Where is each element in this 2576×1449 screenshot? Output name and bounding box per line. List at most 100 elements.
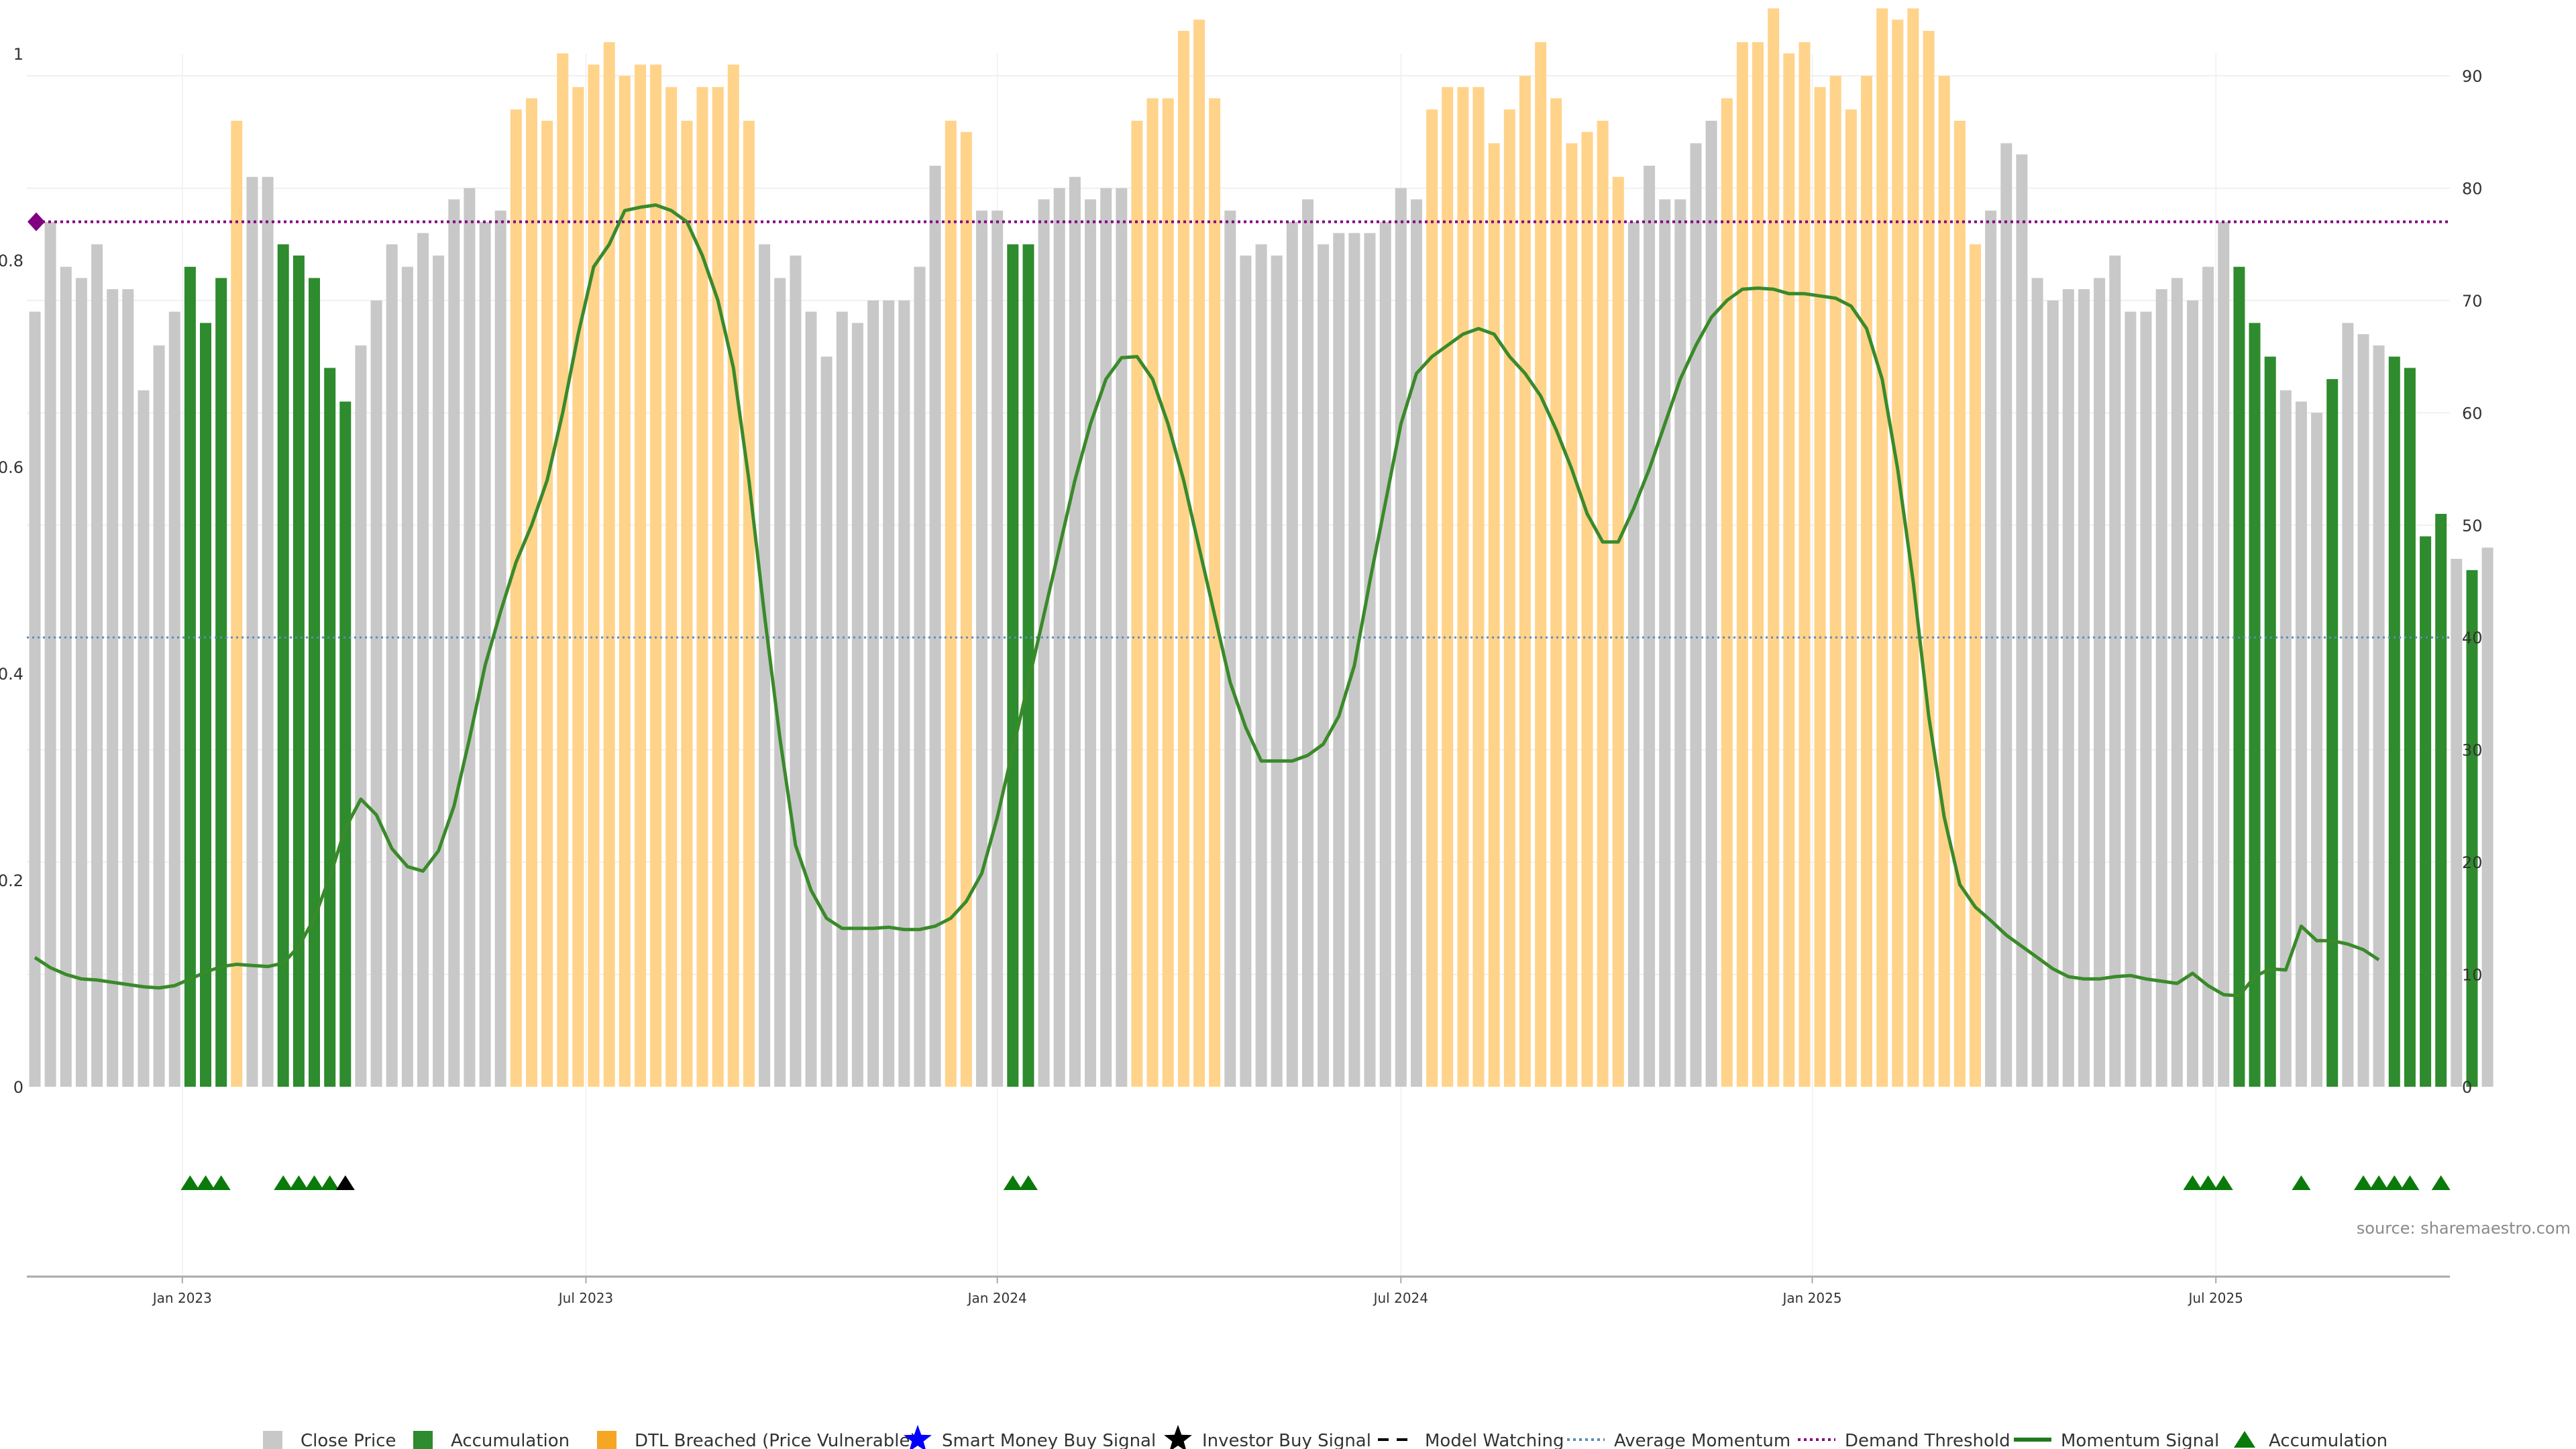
- bar-green-11: [200, 323, 211, 1087]
- reference-lines: [27, 212, 2450, 639]
- bar-orange-31: [510, 109, 522, 1087]
- bar-gray-56: [898, 300, 910, 1087]
- bar-gray-87: [1379, 221, 1391, 1087]
- left-tick-label: 0: [13, 1078, 23, 1097]
- bar-green-17: [292, 255, 305, 1087]
- bar-gray-52: [836, 311, 848, 1087]
- investor-marker-7: [335, 1175, 355, 1190]
- legend-label-close_price: Close Price: [301, 1431, 396, 1449]
- x-tick-label: Jul 2025: [2187, 1290, 2243, 1306]
- bar-gray-62: [991, 210, 1004, 1087]
- bar-orange-13: [231, 121, 243, 1087]
- bar-orange-119: [1876, 8, 1888, 1087]
- accumulation-marker-3: [274, 1175, 293, 1190]
- bar-gray-135: [2125, 311, 2137, 1087]
- left-tick-label: 0.4: [0, 665, 23, 684]
- x-tick-label: Jan 2025: [1781, 1290, 1841, 1306]
- bar-gray-24: [401, 266, 413, 1087]
- left-tick-label: 1: [13, 45, 23, 64]
- bar-orange-59: [945, 121, 957, 1087]
- bar-orange-45: [727, 64, 739, 1087]
- right-tick-label: 20: [2462, 853, 2483, 872]
- bar-orange-40: [650, 64, 662, 1087]
- bar-orange-42: [681, 121, 693, 1087]
- left-tick-label: 0.8: [0, 252, 23, 270]
- bar-gray-14: [246, 176, 258, 1087]
- bar-green-16: [277, 244, 289, 1087]
- right-tick-label: 40: [2462, 629, 2483, 647]
- accumulation-marker-9: [1018, 1175, 1038, 1190]
- bar-gray-51: [820, 356, 833, 1087]
- bar-gray-30: [494, 210, 506, 1087]
- bar-orange-73: [1162, 98, 1174, 1087]
- accumulation-marker-14: [2354, 1175, 2373, 1190]
- bar-orange-33: [541, 121, 553, 1087]
- bar-gray-50: [805, 311, 817, 1087]
- bar-gray-47: [759, 244, 771, 1087]
- bar-orange-92: [1457, 87, 1469, 1087]
- bar-green-63: [1007, 244, 1019, 1087]
- bar-green-154: [2420, 536, 2432, 1087]
- bar-gray-15: [262, 176, 274, 1087]
- bar-gray-1: [44, 221, 56, 1087]
- legend-label-momentum_signal: Momentum Signal: [2061, 1431, 2219, 1449]
- bar-gray-3: [75, 278, 87, 1087]
- bar-orange-112: [1768, 8, 1780, 1087]
- bar-gray-6: [122, 289, 134, 1087]
- bar-gray-86: [1364, 233, 1376, 1087]
- bar-gray-48: [774, 278, 786, 1087]
- bar-orange-74: [1177, 31, 1189, 1087]
- price-bars: [29, 8, 2493, 1087]
- bar-gray-105: [1659, 199, 1671, 1087]
- bar-gray-108: [1705, 121, 1717, 1087]
- accumulation-marker-15: [2369, 1175, 2389, 1190]
- bar-gray-138: [2171, 278, 2183, 1087]
- accumulation-marker-16: [2385, 1175, 2404, 1190]
- bar-gray-57: [914, 266, 926, 1087]
- bar-orange-90: [1426, 109, 1438, 1087]
- bar-green-144: [2264, 356, 2276, 1087]
- bar-orange-99: [1566, 143, 1578, 1087]
- bar-orange-121: [1907, 8, 1919, 1087]
- bar-gray-89: [1411, 199, 1422, 1087]
- bar-green-20: [339, 401, 352, 1087]
- bar-gray-49: [790, 255, 802, 1087]
- bar-green-153: [2404, 368, 2416, 1087]
- accumulation-marker-2: [211, 1175, 231, 1190]
- bar-orange-34: [557, 53, 569, 1087]
- bar-orange-124: [1953, 121, 1966, 1087]
- bar-gray-149: [2342, 323, 2354, 1087]
- accumulation-marker-13: [2292, 1175, 2311, 1190]
- bar-gray-139: [2187, 300, 2198, 1087]
- right-tick-label: 80: [2462, 179, 2483, 198]
- bar-gray-128: [2016, 154, 2028, 1087]
- bar-orange-101: [1597, 121, 1609, 1087]
- accumulation-marker-11: [2198, 1175, 2218, 1190]
- bar-gray-54: [867, 300, 879, 1087]
- bar-gray-77: [1224, 210, 1236, 1087]
- accumulation-marker-1: [196, 1175, 215, 1190]
- bar-gray-55: [883, 300, 895, 1087]
- legend-swatch-close-price: [263, 1431, 282, 1449]
- bar-gray-58: [929, 166, 941, 1087]
- bar-gray-84: [1333, 233, 1345, 1087]
- bar-gray-104: [1644, 166, 1656, 1087]
- bar-gray-29: [479, 221, 491, 1087]
- bar-gray-137: [2155, 289, 2167, 1087]
- bar-gray-53: [851, 323, 863, 1087]
- bar-orange-110: [1736, 42, 1748, 1087]
- bar-orange-32: [526, 98, 537, 1087]
- bar-orange-109: [1721, 98, 1733, 1087]
- bar-gray-0: [29, 311, 41, 1087]
- legend-label-model_watching: Model Watching: [1425, 1431, 1564, 1449]
- right-tick-label: 90: [2462, 67, 2483, 86]
- right-tick-label: 50: [2462, 517, 2483, 535]
- bar-gray-132: [2078, 289, 2090, 1087]
- bar-gray-26: [433, 255, 445, 1087]
- accumulation-marker-8: [1003, 1175, 1022, 1190]
- bar-gray-145: [2279, 390, 2292, 1087]
- source-label: source: sharemaestro.com: [2357, 1219, 2571, 1238]
- signal-markers: [180, 1175, 2451, 1190]
- legend-swatch-accumulation: [413, 1431, 433, 1449]
